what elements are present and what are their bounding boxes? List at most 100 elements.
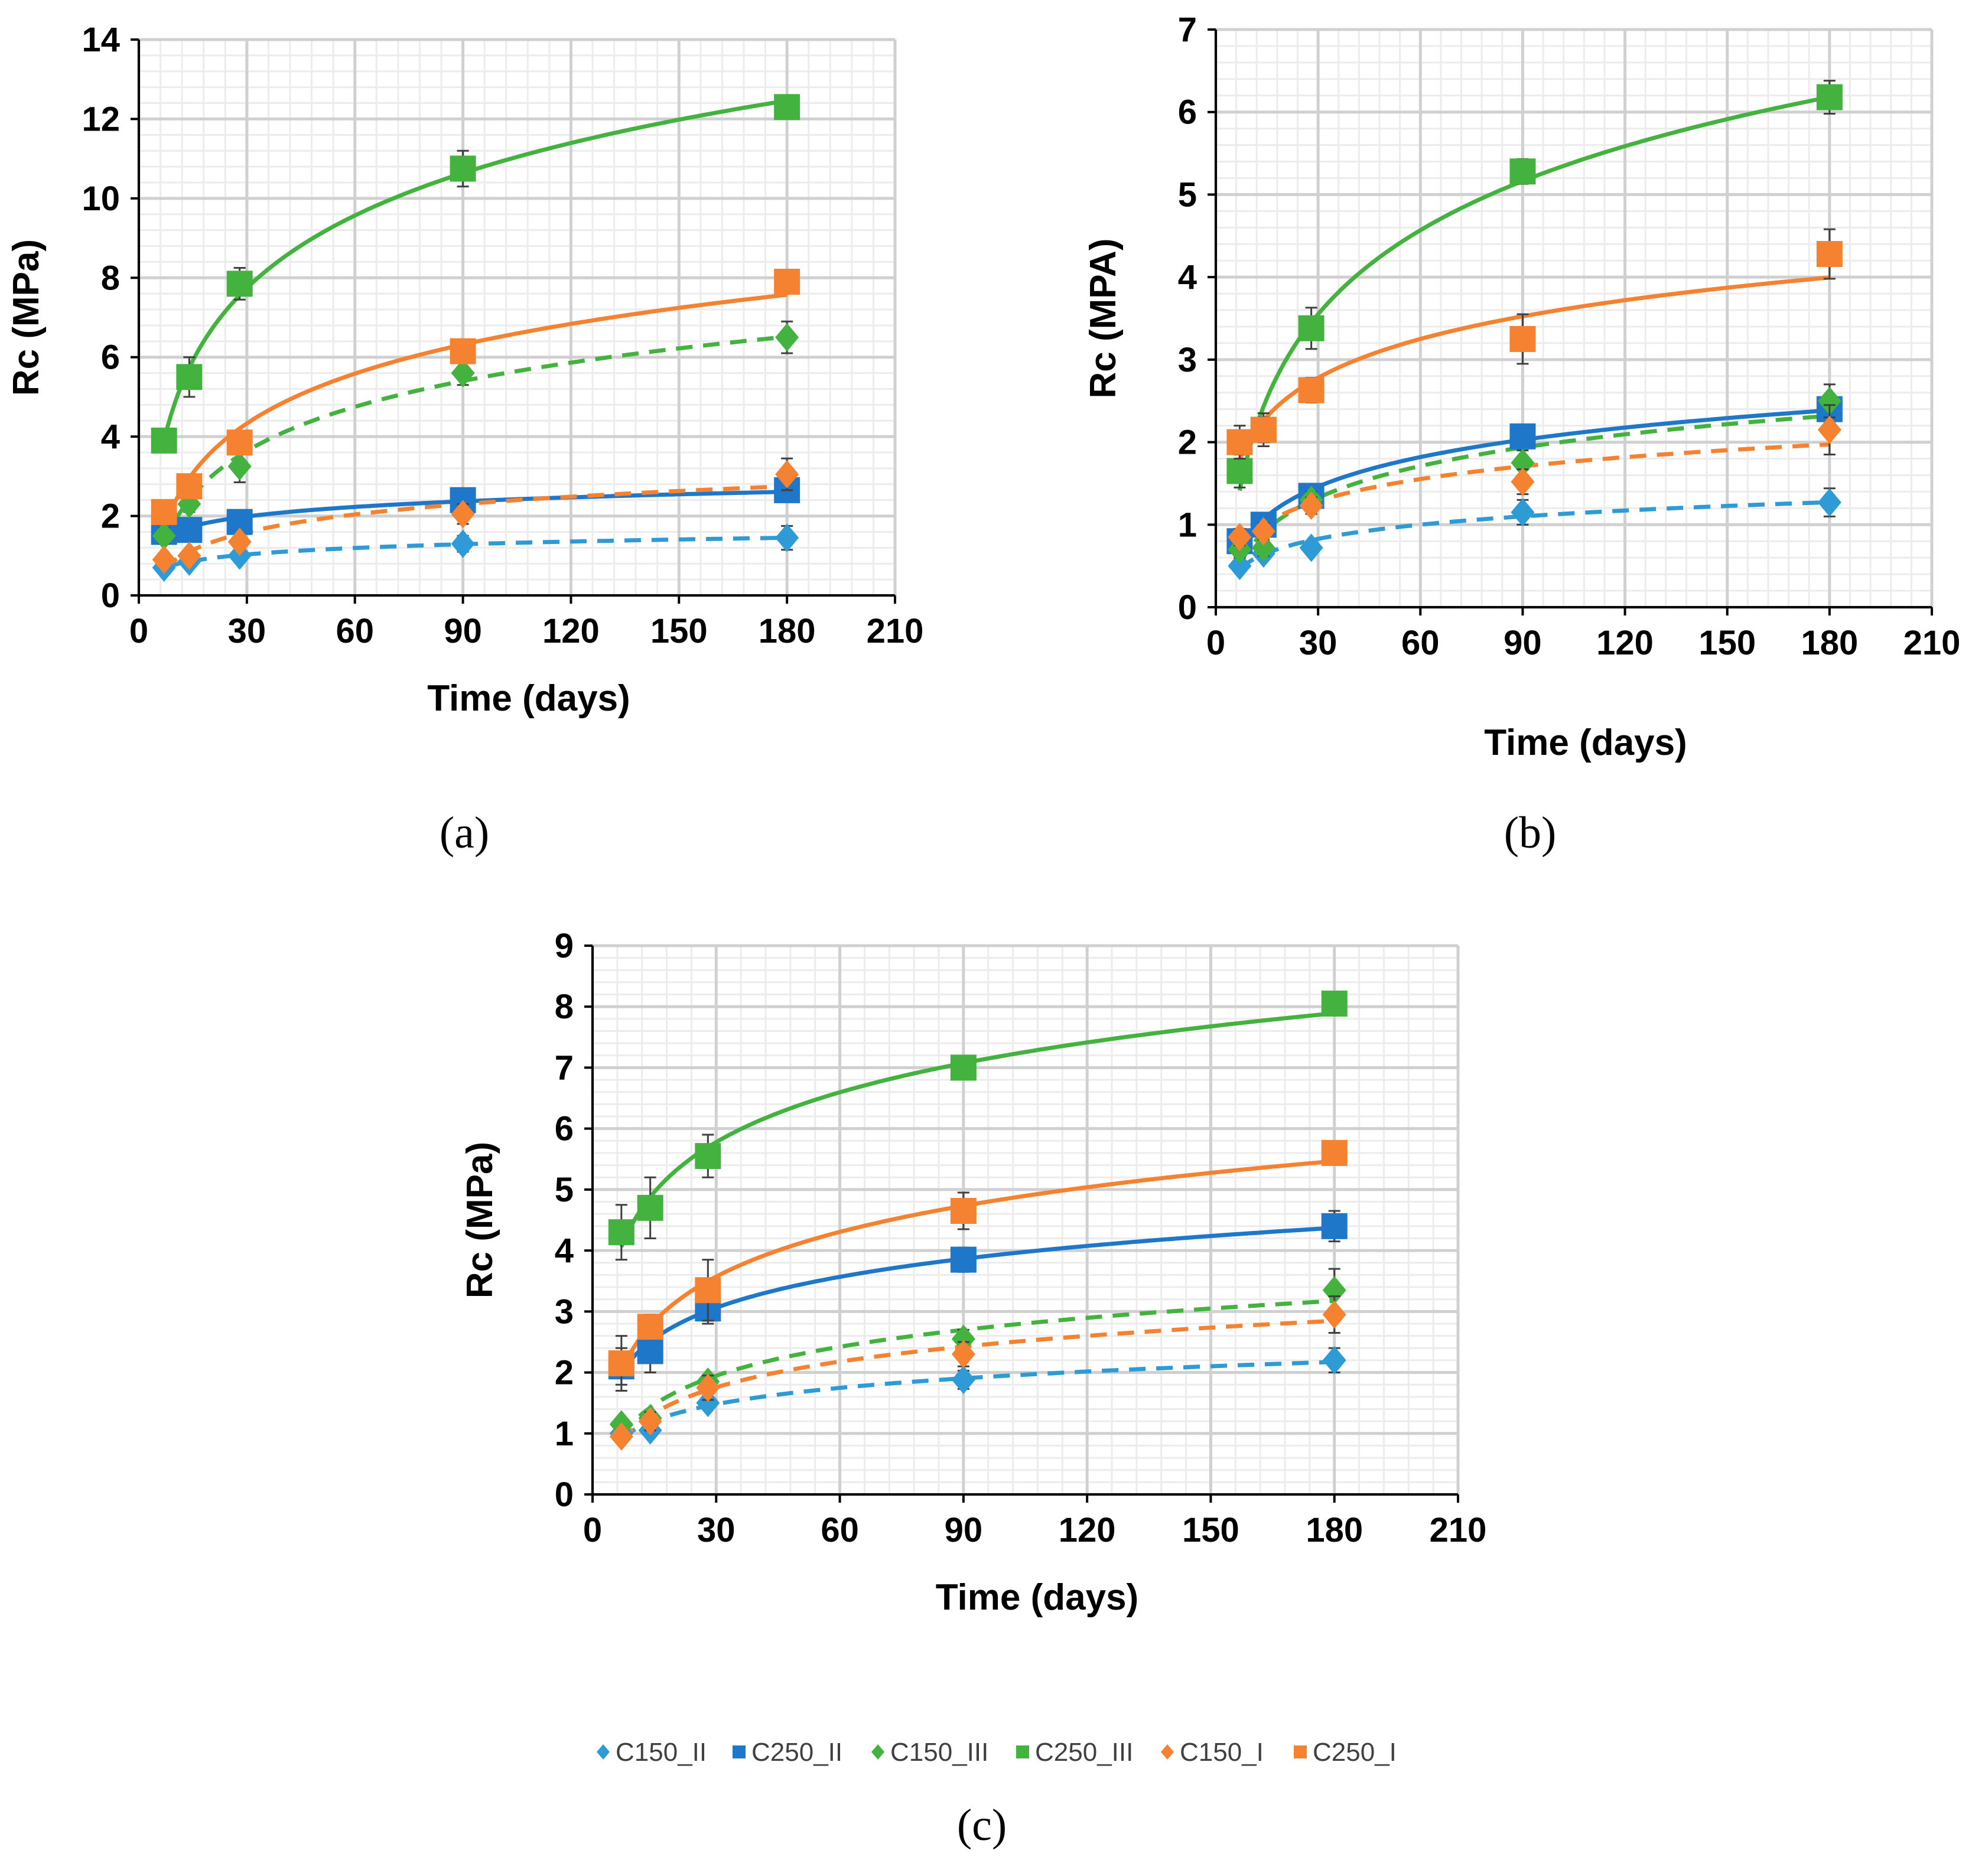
data-point-c150-iii	[1322, 1276, 1346, 1305]
data-point-c250-iii	[151, 427, 177, 454]
x-axis-title: Time (days)	[1484, 722, 1687, 763]
y-axis-title: Rc (MPa)	[460, 1142, 500, 1298]
y-tick-label: 14	[82, 21, 120, 59]
data-point-c250-iii	[950, 1054, 977, 1081]
legend-item-c250-ii: C250_II	[733, 1738, 842, 1767]
y-tick-label: 1	[1178, 506, 1197, 544]
y-tick-label: 2	[555, 1354, 574, 1392]
y-tick-label: 10	[82, 180, 120, 218]
chart-panel-3: 0 30 60 90 120 150 180 210 0 1 2 3 4 5 6 7 8 9 Time (days)…	[460, 927, 1486, 1850]
trendline-c150-iii	[162, 334, 788, 545]
legend-item-c150-iii: C150_III	[871, 1738, 988, 1767]
data-point-c150-ii	[1817, 488, 1841, 517]
data-point-c250-iii	[1298, 315, 1325, 341]
data-point-c150-i	[609, 1422, 633, 1451]
legend-label: C150_I	[1180, 1738, 1264, 1767]
plot-area	[139, 40, 895, 595]
legend-label: C150_II	[616, 1738, 707, 1767]
trendline-c150-ii	[1238, 500, 1830, 571]
x-tick-label: 180	[759, 612, 816, 650]
y-tick-label: 3	[1178, 341, 1197, 379]
data-point-c150-i	[1511, 467, 1535, 496]
x-tick-label: 210	[867, 612, 924, 650]
plot-area	[593, 946, 1458, 1494]
data-point-c150-ii	[696, 1389, 720, 1418]
trendline-c150-ii	[163, 536, 788, 570]
y-tick-label: 12	[82, 100, 120, 138]
panel-label: (a)	[440, 808, 489, 858]
x-tick-label: 150	[1182, 1511, 1239, 1549]
panel-label: (b)	[1504, 808, 1557, 858]
trendline-c250-iii	[619, 1011, 1335, 1248]
square-icon	[1016, 1745, 1029, 1758]
data-point-c250-i	[637, 1314, 663, 1340]
data-point-c150-ii	[1299, 533, 1323, 562]
x-tick-label: 180	[1801, 624, 1858, 662]
data-point-c250-iii	[450, 155, 476, 182]
data-point-c250-iii	[695, 1143, 721, 1170]
data-point-c150-ii	[1228, 552, 1252, 581]
data-point-c250-i	[1816, 241, 1843, 268]
data-point-c150-iii	[1251, 533, 1275, 562]
square-icon	[733, 1745, 746, 1758]
x-axis-title: Time (days)	[427, 678, 630, 719]
chart-panel-2: 0 30 60 90 120 150 180 210 0 1 2 3 4 5 6 7 Time (days) Rc…	[1083, 11, 1960, 858]
plot-area	[1216, 30, 1932, 607]
legend-label: C250_I	[1313, 1738, 1397, 1767]
data-point-c250-ii	[176, 517, 203, 543]
data-point-c250-ii	[637, 1338, 663, 1364]
data-point-c150-iii	[951, 1324, 975, 1353]
y-tick-label: 8	[101, 259, 120, 297]
data-point-c250-i	[695, 1277, 721, 1304]
data-point-c250-i	[1321, 1139, 1348, 1166]
y-tick-label: 0	[101, 577, 120, 615]
legend-item-c150-ii: C150_II	[597, 1738, 707, 1767]
data-point-c250-iii	[608, 1219, 634, 1246]
data-point-c150-iii	[1817, 386, 1841, 415]
legend-label: C250_II	[751, 1738, 842, 1767]
data-point-c150-i	[451, 500, 475, 529]
data-point-c150-ii	[1322, 1346, 1346, 1375]
x-tick-label: 120	[542, 612, 600, 650]
trendline-c150-i	[1238, 442, 1830, 548]
data-point-c150-i	[227, 527, 252, 556]
trendline-c250-i	[619, 1159, 1335, 1372]
y-tick-label: 5	[555, 1171, 574, 1209]
data-point-c150-i	[1817, 415, 1841, 444]
square-icon	[1294, 1745, 1307, 1758]
data-point-c250-i	[1250, 416, 1277, 443]
y-tick-label: 3	[555, 1292, 574, 1331]
x-tick-label: 120	[1059, 1511, 1116, 1549]
x-tick-label: 180	[1306, 1511, 1363, 1549]
x-tick-label: 150	[650, 612, 708, 650]
y-tick-label: 0	[555, 1476, 574, 1514]
trendline-c150-iii	[619, 1298, 1335, 1438]
trendline-c250-i	[1238, 275, 1830, 460]
legend-label: C250_III	[1035, 1738, 1133, 1767]
data-point-c250-i	[226, 429, 253, 456]
data-point-c250-iii	[774, 94, 800, 120]
data-point-c250-ii	[1509, 423, 1536, 450]
data-point-c150-ii	[775, 523, 799, 552]
data-point-c250-ii	[1321, 1213, 1348, 1239]
y-tick-label: 4	[1178, 258, 1197, 297]
data-point-c150-ii	[451, 529, 475, 558]
y-tick-label: 1	[555, 1415, 574, 1453]
x-tick-label: 30	[228, 612, 266, 650]
legend-item-c250-iii: C250_III	[1016, 1738, 1133, 1767]
data-point-c150-i	[775, 460, 799, 488]
data-point-c150-i	[638, 1407, 662, 1436]
data-point-c250-i	[1226, 429, 1253, 455]
chart-panel-1: 0 30 60 90 120 150 180 210 0 2 4 6 8 10 12 14 Time (days…	[6, 21, 923, 858]
y-axis-title: Rc (MPA)	[1083, 239, 1124, 399]
y-tick-label: 6	[555, 1110, 574, 1148]
data-point-c250-i	[774, 269, 800, 295]
diamond-icon	[597, 1744, 610, 1760]
legend-label: C150_III	[890, 1738, 988, 1767]
x-tick-label: 30	[1299, 624, 1338, 662]
legend-item-c250-i: C250_I	[1294, 1738, 1397, 1767]
diamond-icon	[1161, 1744, 1174, 1760]
data-point-c150-i	[951, 1340, 975, 1369]
legend-item-c150-i: C150_I	[1161, 1738, 1264, 1767]
